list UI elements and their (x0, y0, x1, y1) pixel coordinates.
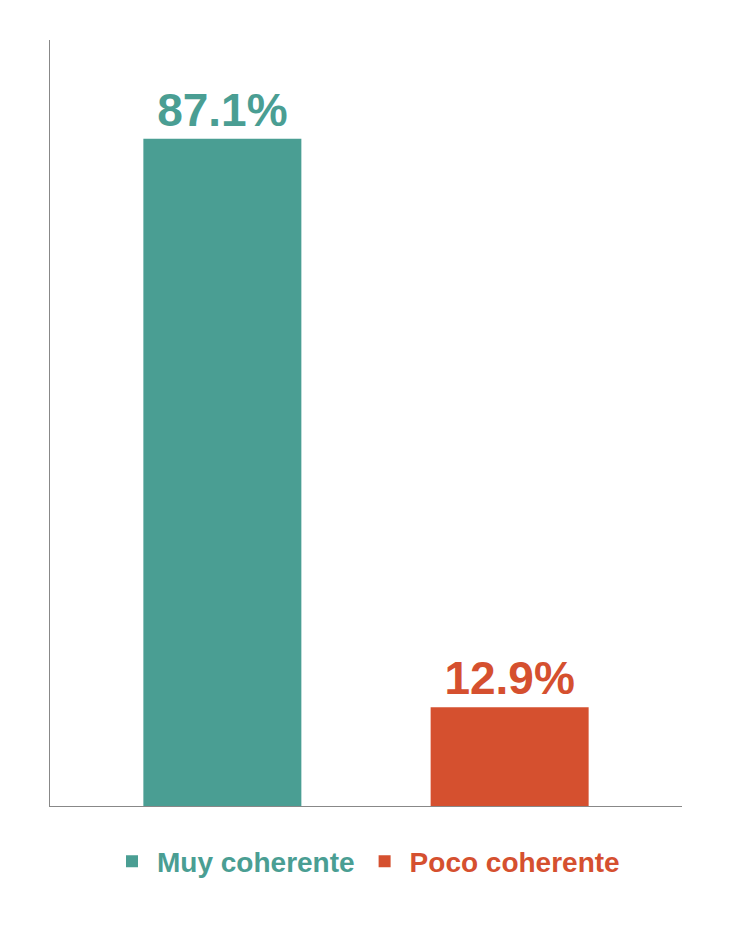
svg-text:87.1%: 87.1% (157, 84, 287, 136)
svg-text:12.9%: 12.9% (444, 652, 574, 704)
svg-text:Muy coherente: Muy coherente (157, 847, 355, 878)
svg-text:Poco coherente: Poco coherente (410, 847, 620, 878)
